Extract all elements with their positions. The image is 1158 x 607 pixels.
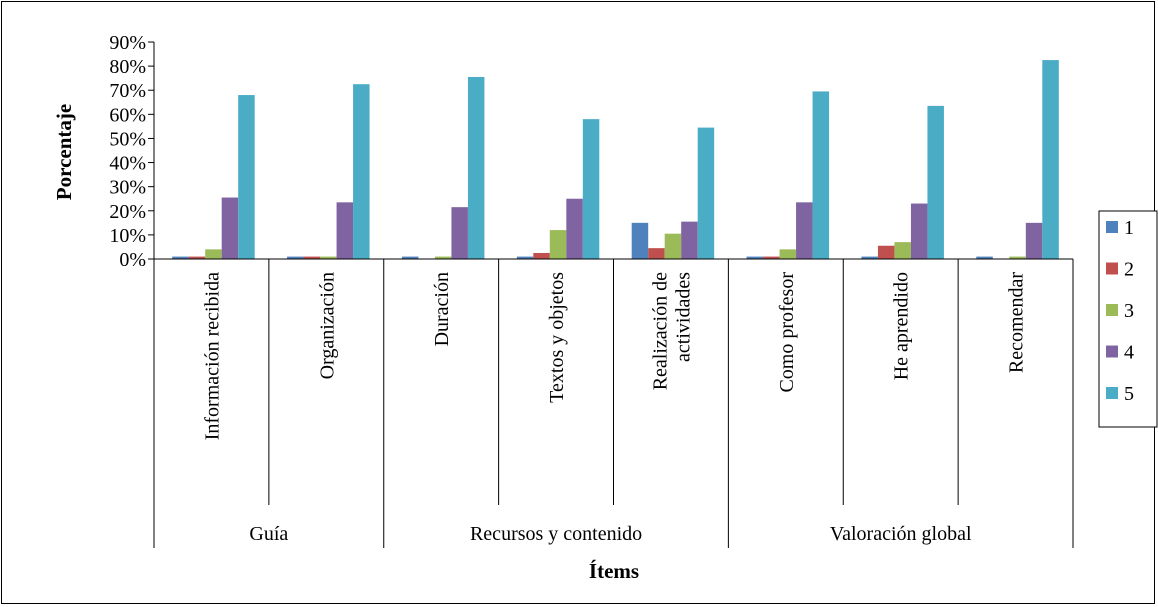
bar-series-2 bbox=[877, 245, 895, 259]
legend-swatch bbox=[1106, 345, 1118, 358]
legend-label: 4 bbox=[1124, 342, 1134, 364]
y-tick-label: 80% bbox=[109, 56, 146, 78]
bar-series-4 bbox=[910, 203, 928, 259]
bar-series-5 bbox=[697, 127, 715, 259]
x-axis: Información recibida Organización Duración… bbox=[153, 258, 1074, 548]
bar-series-5 bbox=[1042, 60, 1059, 260]
y-axis: 0%10%20%30%40% 50%60%70%80%90% bbox=[109, 32, 155, 271]
bar-series-4 bbox=[796, 202, 813, 259]
bar-series-4 bbox=[1025, 222, 1043, 259]
bar-series-1 bbox=[976, 256, 993, 259]
x-tick-label-line: Realización de bbox=[649, 272, 671, 390]
bar-series-4 bbox=[451, 207, 468, 259]
bar-series-3 bbox=[434, 256, 452, 259]
x-tick-label-line: Textos y objetos bbox=[546, 272, 568, 403]
legend: 1 2 3 4 5 bbox=[1098, 210, 1158, 428]
bar-series-2 bbox=[303, 256, 321, 259]
y-tick-label: 0% bbox=[119, 249, 146, 271]
bar-series-3 bbox=[664, 233, 682, 259]
x-tick-label: Recomendar bbox=[1006, 272, 1028, 373]
x-tick-label: Textos y objetos bbox=[546, 272, 568, 403]
y-tick-label: 20% bbox=[109, 201, 146, 223]
bar-series-4 bbox=[681, 221, 698, 259]
y-axis-label: Porcentaje bbox=[52, 104, 76, 200]
bar-series-5 bbox=[582, 119, 600, 260]
bars bbox=[172, 60, 1059, 260]
x-tick-label: Duración bbox=[431, 272, 453, 346]
legend-swatch bbox=[1106, 221, 1118, 233]
legend-label: 5 bbox=[1124, 383, 1134, 405]
y-tick-label: 60% bbox=[109, 104, 146, 126]
x-tick-label-line: Organización bbox=[316, 272, 338, 379]
x-tick-label-line: Como profesor bbox=[776, 272, 798, 393]
x-tick-label: Como profesor bbox=[776, 272, 798, 393]
x-group-label: Guía bbox=[249, 523, 288, 545]
bar-series-4 bbox=[336, 202, 354, 259]
bar-series-5 bbox=[927, 105, 944, 260]
bar-series-4 bbox=[221, 197, 239, 259]
x-tick-label: Información recibida bbox=[201, 272, 223, 440]
y-tick-label: 40% bbox=[109, 153, 146, 175]
legend-label: 2 bbox=[1124, 259, 1134, 281]
bar-series-5 bbox=[812, 91, 830, 259]
x-tick-label-line: Información recibida bbox=[201, 272, 223, 440]
bar-series-5 bbox=[238, 95, 255, 260]
bar-series-3 bbox=[779, 249, 797, 259]
x-tick-label: Realización deactividades bbox=[649, 272, 694, 390]
bar-series-1 bbox=[401, 256, 419, 259]
x-tick-label: He aprendido bbox=[891, 272, 913, 380]
legend-label: 3 bbox=[1124, 300, 1134, 322]
x-tick-label-line: He aprendido bbox=[891, 272, 913, 380]
bar-series-1 bbox=[516, 256, 534, 259]
bar-series-2 bbox=[533, 252, 550, 259]
legend-swatch bbox=[1106, 387, 1118, 399]
bar-series-2 bbox=[648, 248, 665, 259]
y-tick-label: 70% bbox=[109, 80, 146, 102]
bar-series-3 bbox=[320, 256, 337, 259]
legend-label: 1 bbox=[1124, 217, 1134, 239]
bar-series-4 bbox=[566, 198, 583, 259]
x-tick-label-line: Recomendar bbox=[1006, 272, 1028, 373]
bar-series-2 bbox=[188, 256, 206, 259]
bar-series-3 bbox=[894, 242, 911, 259]
bar-series-1 bbox=[287, 256, 304, 259]
x-tick-label: Organización bbox=[316, 272, 338, 379]
bar-series-1 bbox=[631, 222, 649, 259]
bar-series-3 bbox=[205, 249, 222, 259]
bar-series-5 bbox=[467, 76, 485, 259]
legend-swatch bbox=[1106, 304, 1118, 316]
y-tick-label: 50% bbox=[109, 128, 146, 150]
x-tick-label-line: actividades bbox=[672, 272, 694, 362]
y-tick-label: 90% bbox=[109, 32, 146, 54]
y-tick-label: 10% bbox=[109, 225, 146, 247]
y-tick-label: 30% bbox=[109, 177, 146, 199]
bar-series-3 bbox=[549, 230, 567, 259]
bar-series-1 bbox=[172, 256, 189, 259]
x-group-label: Recursos y contenido bbox=[470, 523, 642, 545]
x-tick-label-line: Duración bbox=[431, 272, 453, 346]
legend-swatch bbox=[1106, 262, 1118, 275]
bar-series-1 bbox=[746, 256, 764, 259]
bar-series-3 bbox=[1009, 256, 1026, 259]
x-axis-label: Ítems bbox=[589, 559, 639, 583]
bar-series-2 bbox=[763, 256, 780, 259]
bar-series-1 bbox=[861, 256, 878, 259]
x-group-label: Valoración global bbox=[830, 523, 972, 545]
bar-series-5 bbox=[353, 84, 370, 259]
